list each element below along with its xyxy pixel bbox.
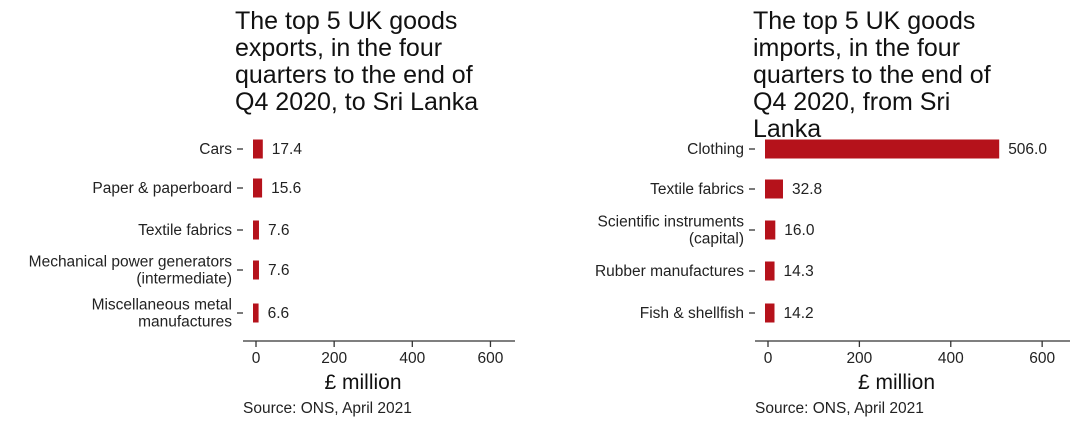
data-label: 16.0 (784, 222, 815, 239)
bar (765, 179, 783, 199)
source-note: Source: ONS, April 2021 (755, 400, 924, 417)
imports-bar-chart: Clothing 506.0 Textile fabrics 32.8 Scientif… (595, 139, 1070, 394)
x-tick-label: 600 (1029, 350, 1055, 367)
data-label: 6.6 (268, 305, 290, 322)
category-label: Scientific instruments (capital) (598, 214, 745, 248)
category-label: Miscellaneous metal manufactures (92, 297, 233, 331)
x-tick-label: 0 (252, 350, 261, 367)
data-label: 7.6 (268, 262, 290, 279)
imports-chart-panel: The top 5 UK goods imports, in the four … (535, 0, 1070, 423)
category-label: Rubber manufactures (595, 263, 744, 280)
x-axis-title: £ million (324, 371, 401, 394)
category-label: Paper & paperboard (92, 180, 232, 197)
category-label: Textile fabrics (138, 222, 232, 239)
x-tick-label: 600 (478, 350, 504, 367)
x-tick-label: 200 (321, 350, 347, 367)
data-label: 7.6 (268, 222, 290, 239)
bar (253, 139, 263, 159)
exports-bar-chart: Cars 17.4 Paper & paperboard 15.6 Textile fa… (29, 139, 515, 394)
data-label: 14.2 (783, 305, 813, 322)
bar (253, 260, 259, 280)
bar (765, 139, 1000, 159)
bar (765, 220, 776, 240)
bar (253, 303, 259, 323)
data-label: 32.8 (792, 181, 822, 198)
exports-chart-panel: The top 5 UK goods exports, in the four … (29, 7, 515, 417)
category-label: Mechanical power generators (intermediate… (29, 254, 233, 288)
category-label: Textile fabrics (650, 181, 744, 198)
x-tick-label: 400 (938, 350, 964, 367)
data-label: 506.0 (1008, 141, 1047, 158)
category-label: Fish & shellfish (640, 305, 744, 322)
x-tick-label: 400 (399, 350, 425, 367)
chart-title: The top 5 UK goods imports, in the four … (753, 7, 991, 143)
x-tick-label: 0 (764, 350, 773, 367)
source-note: Source: ONS, April 2021 (243, 400, 412, 417)
bar (765, 261, 775, 281)
data-label: 14.3 (784, 263, 814, 280)
bar (253, 178, 263, 198)
data-label: 15.6 (271, 180, 301, 197)
bar (765, 303, 775, 323)
bar (253, 220, 259, 240)
chart-title: The top 5 UK goods exports, in the four … (235, 7, 479, 116)
category-label: Clothing (687, 141, 744, 158)
x-tick-label: 200 (846, 350, 872, 367)
data-label: 17.4 (272, 141, 303, 158)
category-label: Cars (199, 141, 232, 158)
x-axis-title: £ million (858, 371, 935, 394)
